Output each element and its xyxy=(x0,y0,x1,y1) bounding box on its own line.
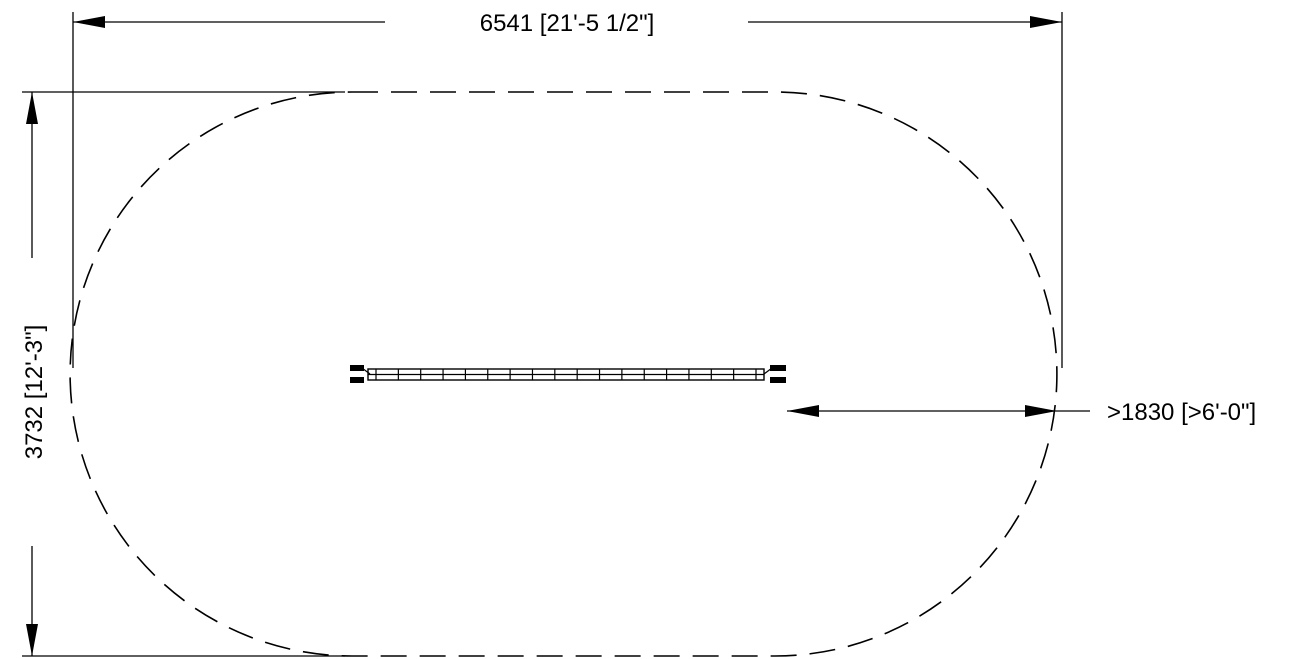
width-arrow-right xyxy=(1030,16,1062,28)
fixture-segments xyxy=(375,369,757,380)
width-dimension: 6541 [21'-5 1/2"] xyxy=(72,10,1063,368)
height-arrow-bottom xyxy=(26,624,38,656)
fixture-lead-left xyxy=(361,367,371,375)
clearance-boundary xyxy=(69,91,1058,657)
linear-fixture xyxy=(350,365,786,383)
fixture-connector-left-bottom xyxy=(350,377,364,383)
fixture-connector-left-top xyxy=(350,365,364,371)
clearance-arrow-right xyxy=(1025,405,1057,417)
clearance-label: >1830 [>6'-0"] xyxy=(1107,399,1256,426)
fixture-connector-right-top xyxy=(770,365,786,371)
fixture-lead-right xyxy=(763,367,773,375)
clearance-arrow-left xyxy=(787,405,819,417)
width-label: 6541 [21'-5 1/2"] xyxy=(480,10,655,37)
height-dimension: 3732 [12'-3"] xyxy=(21,91,345,657)
width-arrow-left xyxy=(73,16,105,28)
height-label: 3732 [12'-3"] xyxy=(21,325,48,460)
clearance-dimension: >1830 [>6'-0"] xyxy=(787,399,1256,426)
height-arrow-top xyxy=(26,92,38,124)
fixture-connector-right-bottom xyxy=(770,377,786,383)
